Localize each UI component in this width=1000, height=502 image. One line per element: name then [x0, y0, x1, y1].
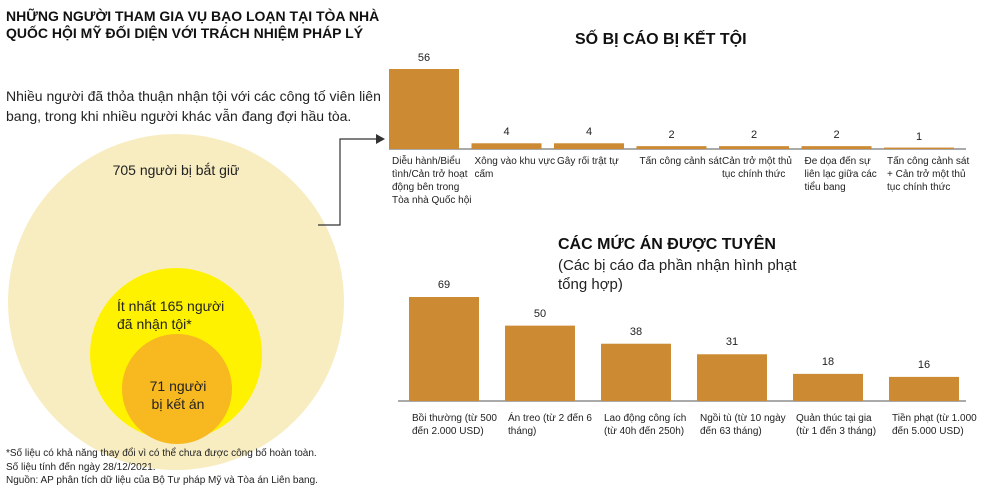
chart2-category-label: Án treo (từ 2 đến 6 tháng)	[508, 413, 592, 437]
chart2-value-label: 38	[629, 325, 643, 338]
connector-arrowhead	[376, 134, 385, 144]
arrested-label: 705 người bị bắt giữ	[112, 162, 240, 178]
chart1-title: SỐ BỊ CÁO BỊ KẾT TỘI	[575, 31, 747, 48]
chart1-category-label: Tấn công cảnh sát	[639, 156, 722, 167]
footnote: *Số liệu có khả năng thay đổi vì có thể …	[6, 447, 366, 488]
page-subtitle: Nhiều người đã thỏa thuận nhận tội với c…	[6, 88, 381, 124]
chart1-category-label: Xông vào khu vực cấm	[474, 156, 556, 180]
chart1-category-label: Diễu hành/Biểu tình/Cản trở hoạt động bê…	[392, 156, 472, 206]
chart2-value-label: 69	[437, 279, 451, 291]
chart1-bar	[471, 143, 542, 149]
chart1-bar	[389, 69, 459, 149]
chart1-category-label: Đe dọa đến sự liên lạc giữa các tiểu ban…	[804, 156, 877, 193]
pleaded-label: Ít nhất 165 người đã nhận tội*	[117, 298, 225, 332]
chart2-bar	[505, 325, 575, 401]
chart1-value-label: 56	[417, 52, 431, 64]
chart1-value-label: 2	[833, 129, 840, 142]
chart1-value-label: 4	[503, 126, 510, 139]
chart1-value-label: 4	[585, 126, 593, 139]
sentenced-circle	[122, 334, 232, 444]
chart1-bar	[636, 146, 707, 149]
connector-line	[318, 138, 376, 226]
sentenced-label: 71 người bị kết án	[149, 378, 207, 412]
chart1-category-label: Tấn công cảnh sát + Cản trở một thủ tục …	[887, 156, 970, 193]
chart2-bars	[409, 297, 959, 401]
chart2-value-label: 16	[917, 358, 931, 371]
chart1-bars	[389, 69, 954, 149]
footnote-disclaimer: *Số liệu có khả năng thay đổi vì có thể …	[6, 448, 317, 459]
chart2-value-label: 31	[725, 336, 739, 349]
chart2-category-label: Lao động công ích (từ 40h đến 250h)	[604, 413, 687, 437]
chart1-bar	[801, 146, 872, 149]
chart1-category-label: Gây rối trật tự	[557, 156, 619, 167]
chart1-bar	[554, 143, 624, 149]
chart2-bar	[697, 354, 767, 401]
chart2-bar	[889, 376, 959, 401]
chart1-value-label: 1	[915, 130, 923, 143]
chart2-subtitle: (Các bị cáo đa phần nhận hình phạt tổng …	[558, 257, 797, 293]
chart2-value-label: 50	[533, 307, 547, 320]
chart1-value-label: 2	[668, 129, 675, 142]
footnote-date: Số liệu tính đến ngày 28/12/2021.	[6, 461, 156, 473]
chart2-bar	[793, 373, 863, 401]
chart2-bar	[409, 297, 479, 401]
chart1-bar	[719, 146, 789, 149]
chart1-value-label: 2	[750, 129, 758, 142]
chart2-category-label: Tiền phạt (từ 1.000 đến 5.000 USD)	[892, 413, 977, 437]
chart2-value-label: 18	[821, 355, 835, 368]
chart2-category-label: Ngồi tù (từ 10 ngày đến 63 tháng)	[700, 413, 786, 437]
chart1-bar	[884, 147, 954, 149]
chart2-title: CÁC MỨC ÁN ĐƯỢC TUYÊN	[558, 236, 776, 253]
chart2-bar	[601, 343, 671, 401]
footnote-source: Nguồn: AP phân tích dữ liệu của Bộ Tư ph…	[6, 475, 318, 486]
chart2-category-label: Quản thúc tại gia (từ 1 đến 3 tháng)	[796, 413, 877, 437]
chart2-category-label: Bồi thường (từ 500 đến 2.000 USD)	[412, 413, 497, 437]
page-title: NHỮNG NGƯỜI THAM GIA VỤ BẠO LOẠN TẠI TÒA…	[6, 8, 380, 41]
chart1-category-label: Cản trở một thủ tục chính thức	[722, 156, 792, 180]
